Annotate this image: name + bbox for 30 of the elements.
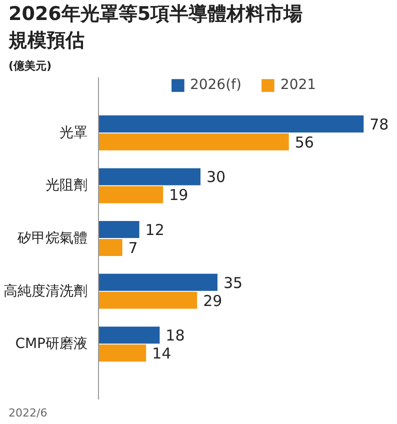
bar: [98, 274, 218, 291]
bar: [98, 238, 122, 256]
data-label: 7: [128, 238, 138, 257]
data-label: 35: [223, 274, 243, 292]
y-tick-label: CMP研磨液: [15, 336, 88, 352]
data-label: 14: [152, 344, 172, 363]
bar: [98, 292, 198, 309]
bar: [98, 133, 289, 150]
data-label: 12: [145, 221, 164, 240]
data-label: 78: [370, 115, 389, 134]
bar: [98, 221, 140, 238]
data-label: 18: [166, 326, 185, 345]
bar: [98, 344, 146, 362]
y-tick-label: 光阻劑: [46, 178, 88, 194]
y-tick-label: 高純度清洗劑: [4, 283, 88, 300]
data-label: 29: [203, 292, 222, 310]
chart-subtitle: (億美元): [8, 60, 52, 72]
data-label: 56: [294, 133, 314, 152]
bar: [98, 115, 364, 132]
bar: [98, 168, 200, 186]
y-tick-label: 矽甲烷氣體: [16, 230, 88, 246]
y-tick-label: 光罩: [60, 124, 88, 141]
bar: [98, 326, 160, 344]
data-label: 19: [169, 186, 188, 204]
data-label: 30: [206, 168, 226, 186]
bar: [98, 186, 164, 204]
legend-label: 2026(f): [190, 77, 242, 93]
text: 2022/6: [8, 406, 48, 420]
legend-label: 2021: [280, 77, 316, 93]
chart-title: 2026年光罩等5項半導體材料市場規模預估: [8, 3, 303, 52]
